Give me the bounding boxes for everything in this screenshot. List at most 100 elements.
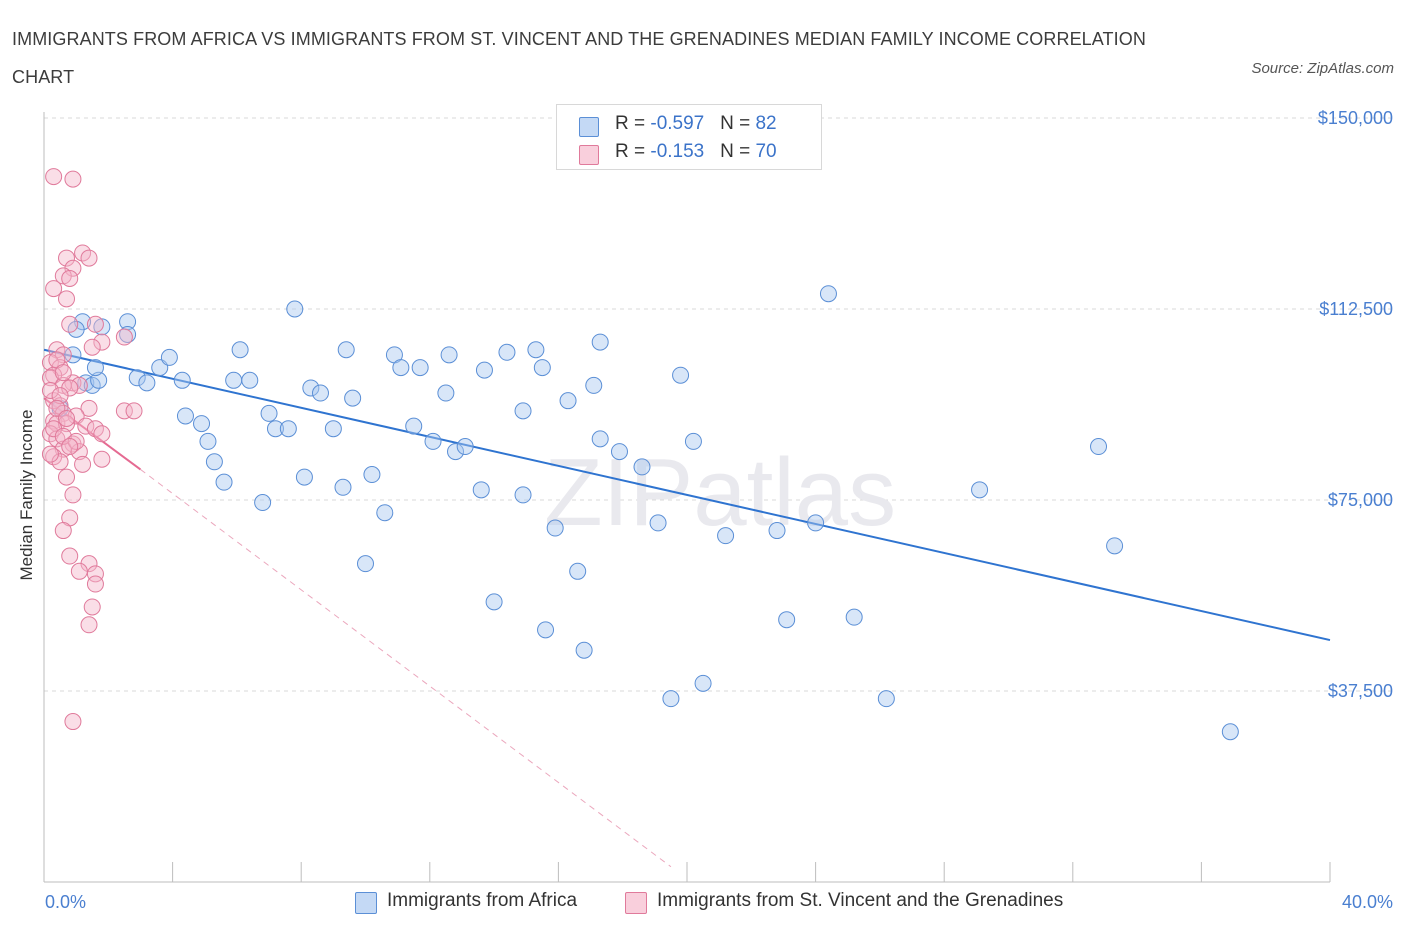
point-stvincent-46 xyxy=(58,468,76,486)
chart-title: IMMIGRANTS FROM AFRICA VS IMMIGRANTS FRO… xyxy=(12,29,1146,87)
point-africa-33 xyxy=(357,555,374,573)
point-africa-69 xyxy=(768,522,786,540)
point-africa-28 xyxy=(311,384,329,402)
legend-n-label: N = xyxy=(720,113,756,134)
trend-line-extended-1 xyxy=(140,469,672,868)
point-africa-21 xyxy=(254,494,272,512)
series-legend: Immigrants from Africa Immigrants from S… xyxy=(0,888,1406,918)
x-tick-label-min: 0.0% xyxy=(45,892,86,912)
trend-line-0 xyxy=(43,348,1331,642)
point-stvincent-56 xyxy=(80,616,98,634)
point-stvincent-69 xyxy=(74,455,92,473)
point-stvincent-27 xyxy=(80,399,98,417)
point-africa-19 xyxy=(231,341,249,359)
point-stvincent-47 xyxy=(64,486,82,504)
point-stvincent-7 xyxy=(61,269,79,287)
point-africa-72 xyxy=(819,285,837,303)
point-africa-17 xyxy=(215,473,233,491)
point-africa-50 xyxy=(514,402,532,420)
y-axis-label: Median Family Income xyxy=(17,409,36,580)
point-stvincent-38 xyxy=(93,425,111,443)
point-africa-48 xyxy=(498,343,516,361)
point-africa-54 xyxy=(546,519,564,537)
point-africa-41 xyxy=(437,384,455,402)
point-africa-79 xyxy=(64,346,82,364)
point-africa-23 xyxy=(266,420,284,438)
point-africa-11 xyxy=(160,348,178,366)
point-africa-31 xyxy=(337,341,355,359)
point-africa-56 xyxy=(569,562,587,580)
point-africa-71 xyxy=(807,514,825,532)
point-africa-16 xyxy=(205,453,223,471)
x-tick-labels: 0.0% 40.0% xyxy=(45,892,1393,912)
source-label: Source: ZipAtlas.com xyxy=(1251,60,1394,77)
point-africa-15 xyxy=(199,432,217,450)
point-africa-20 xyxy=(241,371,259,389)
point-africa-66 xyxy=(684,432,702,450)
grid-lines xyxy=(44,117,1392,692)
point-africa-9 xyxy=(138,374,156,392)
y-tick-label-2: $112,500 xyxy=(1319,299,1393,319)
point-stvincent-55 xyxy=(83,598,101,616)
point-africa-61 xyxy=(610,443,628,461)
point-stvincent-63 xyxy=(58,410,76,428)
point-africa-44 xyxy=(456,438,474,456)
point-stvincent-44 xyxy=(93,450,111,468)
point-africa-40 xyxy=(424,432,442,450)
point-stvincent-50 xyxy=(61,547,79,565)
point-africa-27 xyxy=(302,379,320,397)
point-africa-76 xyxy=(1090,438,1108,456)
point-africa-30 xyxy=(334,478,352,496)
point-stvincent-57 xyxy=(64,713,82,731)
point-stvincent-68 xyxy=(41,445,59,463)
legend-swatch-stvincent xyxy=(625,892,647,914)
point-africa-60 xyxy=(591,430,609,448)
point-africa-37 xyxy=(392,359,410,377)
point-stvincent-29 xyxy=(125,402,143,420)
point-stvincent-35 xyxy=(77,417,95,435)
legend-n-value: 70 xyxy=(755,141,777,162)
point-africa-34 xyxy=(363,466,381,484)
point-africa-42 xyxy=(440,346,458,364)
point-africa-12 xyxy=(173,371,191,389)
point-africa-7 xyxy=(119,325,137,343)
trend-line-1 xyxy=(43,397,142,471)
point-africa-65 xyxy=(672,366,690,384)
legend-swatch-africa xyxy=(579,117,599,137)
y-tick-label-1: $75,000 xyxy=(1328,490,1393,510)
point-stvincent-65 xyxy=(54,427,72,445)
y-tick-label-0: $37,500 xyxy=(1328,681,1393,701)
point-africa-45 xyxy=(472,481,490,499)
point-africa-47 xyxy=(485,593,503,611)
point-stvincent-3 xyxy=(80,249,98,267)
legend-r-label: R = xyxy=(615,113,651,134)
point-africa-74 xyxy=(877,690,895,708)
legend-swatch-africa xyxy=(355,892,377,914)
point-africa-77 xyxy=(1106,537,1124,555)
point-africa-39 xyxy=(411,359,429,377)
point-africa-29 xyxy=(324,420,342,438)
point-stvincent-60 xyxy=(41,381,59,399)
point-africa-43 xyxy=(447,443,465,461)
y-tick-label-3: $150,000 xyxy=(1318,108,1393,128)
point-stvincent-1 xyxy=(64,170,82,188)
point-africa-80 xyxy=(86,359,104,377)
point-stvincent-9 xyxy=(58,290,76,308)
point-stvincent-61 xyxy=(51,387,69,405)
point-stvincent-54 xyxy=(86,575,104,593)
point-africa-4 xyxy=(90,371,108,389)
point-stvincent-14 xyxy=(83,338,101,356)
point-africa-24 xyxy=(279,420,297,438)
point-africa-13 xyxy=(176,407,194,425)
point-africa-53 xyxy=(537,621,555,639)
point-africa-49 xyxy=(514,486,532,504)
point-africa-14 xyxy=(193,415,211,433)
legend-n-label: N = xyxy=(720,141,756,162)
point-africa-62 xyxy=(633,458,651,476)
point-stvincent-10 xyxy=(86,315,104,333)
point-stvincent-67 xyxy=(61,438,79,456)
point-africa-38 xyxy=(405,417,423,435)
legend-n-value: 82 xyxy=(755,113,777,134)
legend-label-stvincent: Immigrants from St. Vincent and the Gren… xyxy=(657,890,1064,911)
